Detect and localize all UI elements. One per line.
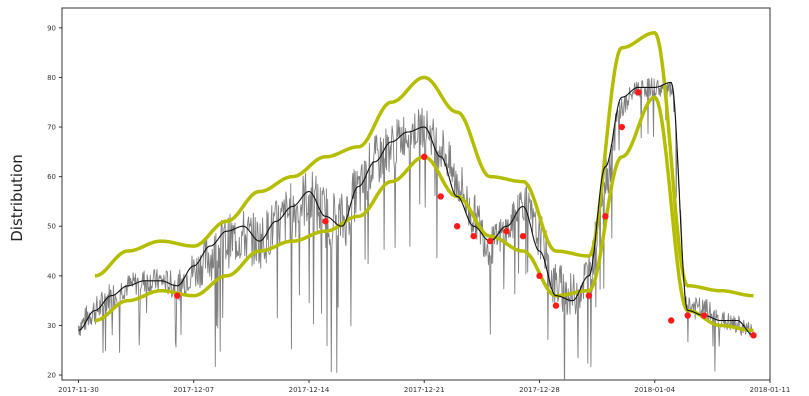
plot-area bbox=[61, 7, 771, 381]
anomaly-point bbox=[668, 317, 675, 324]
y-tick-label: 60 bbox=[47, 173, 56, 181]
trend-series-line bbox=[78, 81, 754, 336]
anomaly-point bbox=[552, 302, 560, 309]
y-tick-label: 70 bbox=[47, 124, 56, 132]
upper-band-line bbox=[94, 31, 754, 298]
x-tick-label: 2017-12-07 bbox=[173, 386, 214, 394]
anomaly-point bbox=[618, 123, 626, 131]
y-tick-label: 40 bbox=[47, 272, 56, 280]
x-tick-label: 2017-12-14 bbox=[289, 386, 330, 394]
anomaly-point bbox=[536, 272, 543, 280]
series-layer bbox=[78, 31, 757, 380]
x-tick-label: 2017-12-28 bbox=[519, 386, 560, 394]
anomaly-point bbox=[486, 237, 494, 245]
x-axis: 2017-11-30 2017-12-07 2017-12-14 2017-12-21… bbox=[58, 380, 790, 394]
y-tick-label: 80 bbox=[47, 74, 56, 82]
y-tick-label: 20 bbox=[47, 372, 56, 380]
y-tick-label: 30 bbox=[47, 322, 56, 330]
anomaly-point bbox=[470, 232, 477, 240]
anomaly-point bbox=[585, 292, 593, 299]
x-tick-label: 2017-12-21 bbox=[404, 386, 445, 394]
anomaly-point bbox=[700, 312, 708, 319]
y-tick-label: 50 bbox=[47, 223, 56, 231]
x-tick-label: 2018-01-11 bbox=[750, 386, 791, 394]
y-axis: 20 30 40 50 60 70 80 90 bbox=[47, 24, 62, 380]
anomaly-point bbox=[635, 89, 642, 96]
anomaly-point bbox=[322, 218, 329, 225]
anomaly-point bbox=[602, 213, 609, 220]
y-axis-title: Distribution bbox=[8, 154, 26, 242]
anomaly-point bbox=[519, 232, 527, 240]
anomaly-point bbox=[421, 153, 428, 160]
anomaly-point bbox=[684, 312, 691, 319]
anomaly-point bbox=[437, 193, 444, 200]
anomaly-point bbox=[750, 332, 757, 339]
anomaly-point bbox=[174, 292, 181, 299]
anomaly-point bbox=[503, 228, 510, 235]
y-tick-label: 90 bbox=[47, 24, 56, 32]
x-tick-label: 2017-11-30 bbox=[58, 386, 99, 394]
anomaly-point bbox=[453, 223, 461, 230]
x-tick-label: 2018-01-04 bbox=[634, 386, 675, 394]
